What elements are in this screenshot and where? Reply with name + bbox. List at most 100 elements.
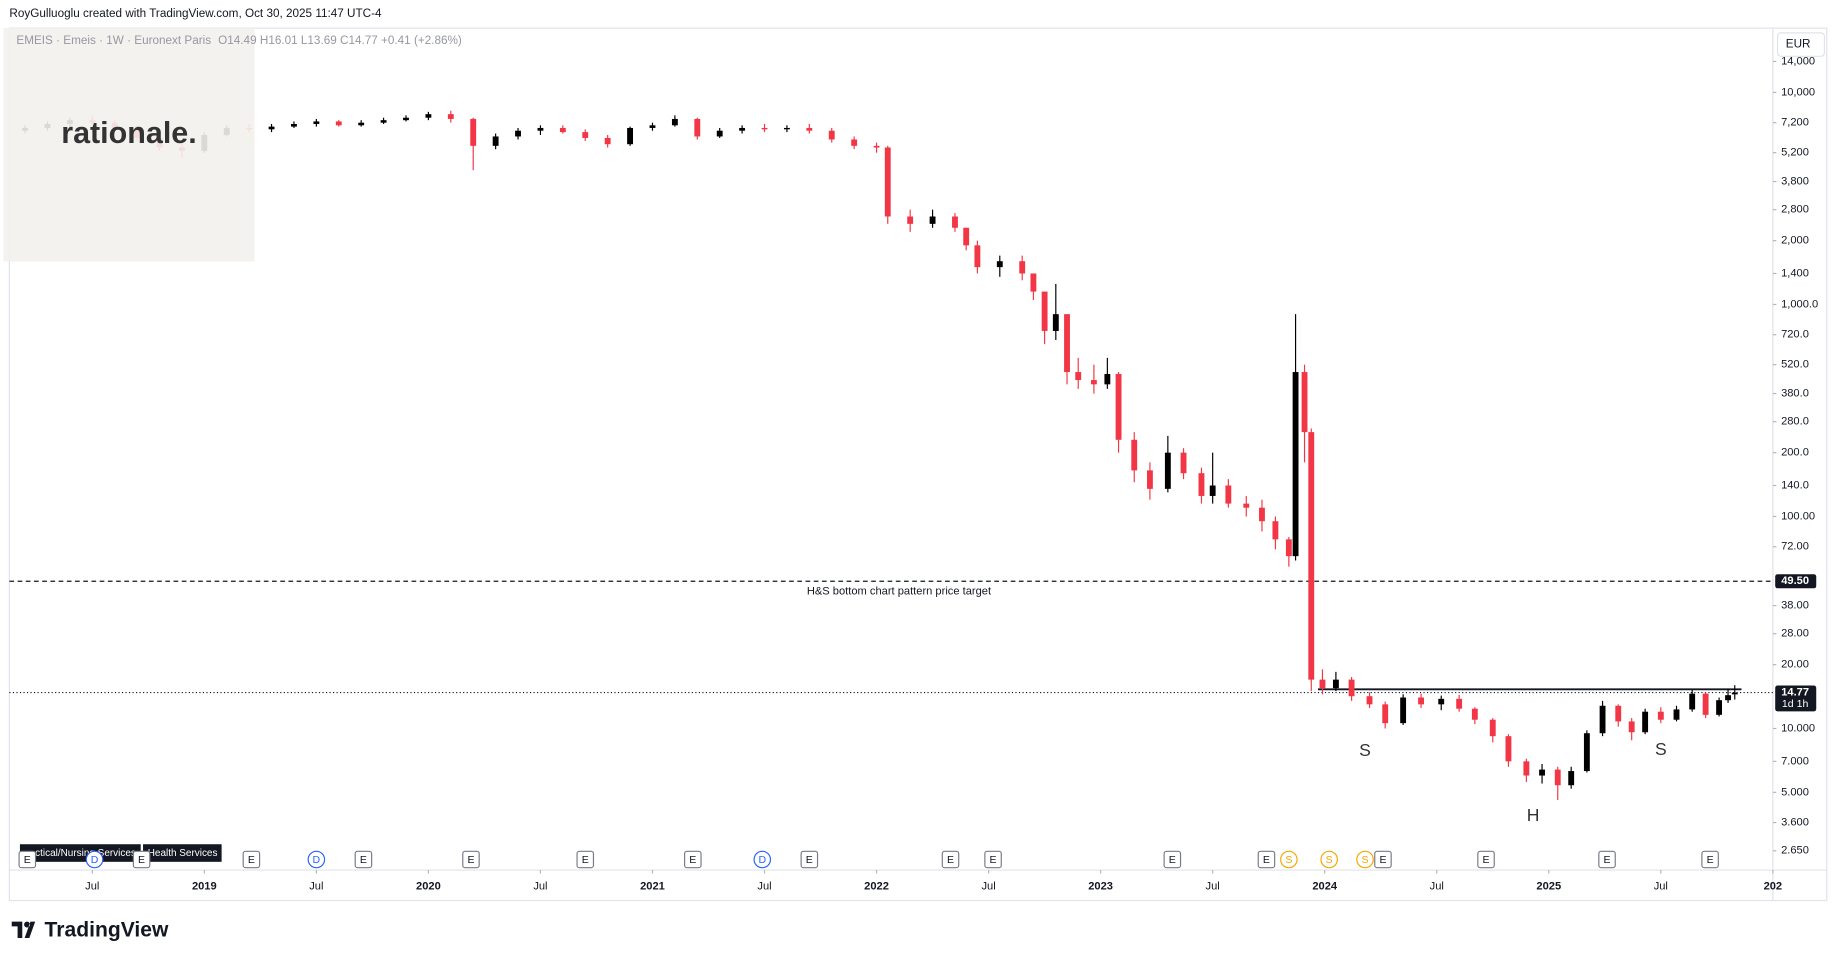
pattern-label: S bbox=[1359, 740, 1371, 760]
candle-body bbox=[1180, 452, 1187, 474]
y-tick-label: 5,200 bbox=[1781, 147, 1809, 159]
candle-body bbox=[1642, 711, 1649, 733]
candle-body bbox=[1471, 708, 1478, 720]
event-badge bbox=[1320, 850, 1338, 869]
candle-body bbox=[1366, 696, 1373, 705]
event-label: E bbox=[138, 854, 145, 866]
axes: 14,000 10,000 7,200 5,200 3,800 2,800 2,000 1,4… bbox=[85, 55, 1818, 892]
annotation: H&S bottom chart pattern price target bbox=[807, 586, 992, 598]
watermark-text: rationale. bbox=[61, 116, 196, 150]
candle-body bbox=[1019, 261, 1026, 274]
candle-body bbox=[1725, 695, 1731, 701]
y-tick-label: 20.00 bbox=[1781, 659, 1809, 671]
event-label: S bbox=[1326, 854, 1333, 866]
candle-body bbox=[335, 121, 342, 126]
candle-body bbox=[1225, 485, 1232, 504]
candle-body bbox=[671, 118, 678, 126]
candle-body bbox=[1628, 721, 1635, 733]
event-label: E bbox=[1263, 854, 1270, 866]
y-tick-label: 7,200 bbox=[1781, 117, 1809, 129]
candle-body bbox=[1052, 314, 1059, 331]
ohlc: O14.49 H16.01 L13.69 C14.77 +0.41 (+2.86… bbox=[218, 34, 462, 47]
candle-body bbox=[1505, 736, 1512, 762]
candle-body bbox=[716, 130, 723, 137]
x-tick-label: 2022 bbox=[864, 880, 889, 892]
event-badge bbox=[1598, 850, 1616, 869]
candle-body bbox=[761, 127, 768, 130]
candle-body bbox=[851, 139, 858, 146]
event-badge bbox=[132, 850, 151, 869]
y-tick-label: 200.0 bbox=[1781, 447, 1809, 459]
pattern-label: H bbox=[1527, 805, 1540, 825]
event-badge bbox=[753, 850, 772, 869]
y-tick-label: 38.00 bbox=[1781, 600, 1809, 612]
sector-label: ctical/Nursing Services bbox=[35, 848, 136, 859]
y-tick-label: 720.0 bbox=[1781, 329, 1809, 341]
event-badge bbox=[1257, 850, 1276, 869]
price-countdown: 1d 1h bbox=[1782, 698, 1809, 710]
y-tick-label: 28.00 bbox=[1781, 628, 1809, 640]
x-tick-label: Jul bbox=[757, 880, 771, 892]
candle-body bbox=[313, 121, 320, 124]
x-tick-label: 2020 bbox=[416, 880, 441, 892]
candle-body bbox=[1583, 733, 1590, 772]
currency-box[interactable] bbox=[1776, 32, 1826, 57]
candle-body bbox=[1319, 679, 1326, 689]
sector-labels: ctical/Nursing Services Health Services bbox=[19, 844, 222, 862]
candle-body bbox=[537, 127, 544, 131]
candle-body bbox=[447, 114, 454, 119]
x-tick-label: 2024 bbox=[1312, 880, 1338, 892]
event-badge bbox=[800, 850, 819, 869]
x-tick-label: Jul bbox=[981, 880, 995, 892]
event-badge bbox=[242, 850, 261, 869]
candle-body bbox=[1599, 705, 1606, 734]
x-tick-label: Jul bbox=[1206, 880, 1220, 892]
event-label: E bbox=[360, 854, 367, 866]
candle-body bbox=[403, 117, 409, 121]
candle-body bbox=[884, 147, 891, 217]
y-tick-label: 72.00 bbox=[1781, 541, 1809, 553]
chart-frame bbox=[8, 27, 1828, 902]
x-tick-label: Jul bbox=[1654, 880, 1668, 892]
y-tick-label: 5.000 bbox=[1781, 786, 1809, 798]
event-label: E bbox=[990, 854, 997, 866]
candle-body bbox=[358, 122, 365, 126]
event-label: E bbox=[582, 854, 589, 866]
candle-body bbox=[627, 127, 634, 145]
event-label: E bbox=[24, 854, 31, 866]
candle-body bbox=[1657, 711, 1664, 720]
currency[interactable]: EUR bbox=[1786, 38, 1811, 51]
candle-body bbox=[952, 216, 958, 228]
watermark: rationale. bbox=[3, 28, 255, 262]
y-tick-label: 380.0 bbox=[1781, 387, 1809, 399]
event-badge bbox=[1477, 850, 1495, 869]
candle-body bbox=[1209, 485, 1216, 496]
x-tick-label: Jul bbox=[1430, 880, 1444, 892]
symbol: EMEIS · Emeis · 1W · Euronext Paris bbox=[16, 34, 211, 47]
candle-body bbox=[1064, 314, 1070, 373]
y-tick-label: 1,000.0 bbox=[1781, 298, 1818, 310]
y-tick-label: 2,800 bbox=[1781, 204, 1809, 216]
logo-text: TradingView bbox=[45, 919, 169, 942]
candle-body bbox=[291, 123, 297, 127]
event-label: D bbox=[91, 854, 99, 866]
candle-body bbox=[1568, 771, 1575, 786]
candle-body bbox=[380, 120, 387, 123]
candle-body bbox=[1104, 373, 1111, 385]
candle-body bbox=[907, 216, 914, 224]
event-label: S bbox=[1362, 854, 1369, 866]
candle-body bbox=[1301, 372, 1308, 433]
event-badge bbox=[684, 850, 702, 869]
event-label: E bbox=[689, 854, 696, 866]
candle-body bbox=[1731, 692, 1738, 695]
event-label: E bbox=[1707, 854, 1714, 866]
event-badge bbox=[984, 850, 1002, 869]
candle-body bbox=[492, 136, 499, 146]
candle-body bbox=[1075, 372, 1082, 381]
candle-body bbox=[1615, 705, 1622, 722]
event-label: D bbox=[758, 854, 766, 866]
candle-body bbox=[1382, 704, 1389, 724]
event-badge bbox=[85, 850, 104, 869]
candle-body bbox=[1456, 698, 1463, 709]
